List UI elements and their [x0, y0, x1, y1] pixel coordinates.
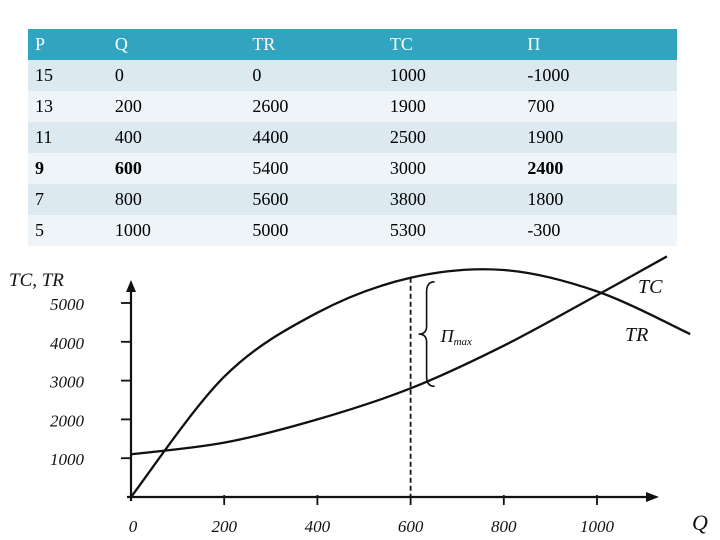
- x-tick-label: 400: [305, 517, 331, 536]
- cell-profit: 700: [520, 91, 677, 122]
- series-tc-line: [130, 255, 668, 456]
- series-label-tc: TC: [638, 276, 663, 298]
- cell-profit: -1000: [520, 60, 677, 91]
- x-tick-label: 600: [398, 517, 424, 536]
- cell-q: 1000: [107, 215, 246, 246]
- header-p: P: [28, 29, 108, 60]
- x-tick-label: 800: [491, 517, 517, 536]
- cell-tc: 1000: [382, 60, 521, 91]
- cell-p: 7: [28, 184, 108, 215]
- y-axis-arrow: [126, 280, 136, 292]
- cell-p: 11: [28, 122, 108, 153]
- y-tick-label: 2000: [50, 411, 85, 430]
- table-row: 7 800 5600 3800 1800: [28, 184, 677, 215]
- x-axis-arrow: [646, 492, 659, 502]
- cell-tr: 5600: [245, 184, 383, 215]
- table-row: 9 600 5400 3000 2400: [28, 153, 677, 184]
- cell-tc: 5300: [382, 215, 521, 246]
- cell-tr: 5000: [245, 215, 383, 246]
- cell-q: 800: [107, 184, 246, 215]
- cell-p: 9: [28, 153, 108, 184]
- cell-q: 600: [107, 153, 246, 184]
- y-tick-label: 3000: [49, 373, 85, 392]
- table-row: 15 0 0 1000 -1000: [28, 60, 677, 91]
- table-row: 11 400 4400 2500 1900: [28, 122, 677, 153]
- y-tick-label: 5000: [50, 295, 85, 314]
- x-tick-label: 0: [129, 517, 138, 536]
- cell-tc: 3000: [382, 153, 521, 184]
- cell-profit: -300: [520, 215, 677, 246]
- x-tick-label: 1000: [580, 517, 615, 536]
- cell-tc: 3800: [382, 184, 521, 215]
- profit-max-label: Пmax: [440, 326, 472, 348]
- tc-tr-chart: 1000 2000 3000 4000 5000 0 200 400 600 800 1000 TC,…: [9, 255, 708, 536]
- table-row: 5 1000 5000 5300 -300: [28, 215, 677, 246]
- cell-q: 0: [107, 60, 246, 91]
- cell-p: 13: [28, 91, 108, 122]
- cell-tr: 5400: [245, 153, 383, 184]
- data-table: P Q TR TC П 15 0 0 1000 -1000 13 200 2600 1900 70…: [28, 29, 677, 246]
- cell-tc: 2500: [382, 122, 521, 153]
- cell-p: 15: [28, 60, 108, 91]
- x-tick-label: 200: [211, 517, 237, 536]
- table-row: 13 200 2600 1900 700: [28, 91, 677, 122]
- y-axis-label: TC, TR: [9, 270, 64, 291]
- x-axis-label: Q: [692, 510, 708, 535]
- cell-p: 5: [28, 215, 108, 246]
- cell-tc: 1900: [382, 91, 521, 122]
- series-tr-line: [130, 268, 691, 498]
- cell-tr: 2600: [245, 91, 383, 122]
- header-tc: TC: [382, 29, 521, 60]
- cell-q: 400: [107, 122, 246, 153]
- profit-max-subscript: max: [454, 336, 472, 348]
- cell-profit: 1900: [520, 122, 677, 153]
- header-profit: П: [520, 29, 677, 60]
- cell-profit: 1800: [520, 184, 677, 215]
- table-header-row: P Q TR TC П: [28, 29, 677, 60]
- header-q: Q: [107, 29, 246, 60]
- header-tr: TR: [245, 29, 383, 60]
- cell-profit: 2400: [520, 153, 677, 184]
- series-label-tr: TR: [625, 324, 648, 346]
- cell-tr: 0: [245, 60, 383, 91]
- y-tick-label: 4000: [50, 334, 85, 353]
- cell-q: 200: [107, 91, 246, 122]
- y-tick-label: 1000: [50, 450, 85, 469]
- profit-brace: [418, 280, 435, 388]
- cell-tr: 4400: [245, 122, 383, 153]
